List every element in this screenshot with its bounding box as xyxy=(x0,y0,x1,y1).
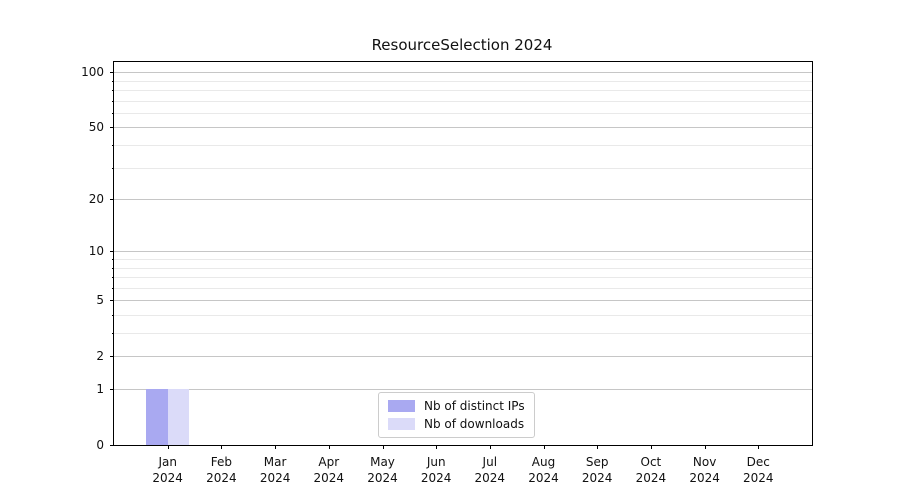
y-tick-label: 1 xyxy=(96,382,104,396)
legend-entry-downloads: Nb of downloads xyxy=(388,417,525,431)
y-minor-tick xyxy=(112,315,114,316)
bar-distinct-ips-jan xyxy=(146,389,168,445)
minor-gridline xyxy=(114,287,812,289)
x-tick xyxy=(382,445,384,449)
x-tick xyxy=(167,445,169,449)
minor-gridline xyxy=(114,100,812,102)
y-minor-tick xyxy=(112,167,114,169)
major-gridline xyxy=(114,199,812,201)
x-tick-label: Jun 2024 xyxy=(420,455,452,485)
x-tick xyxy=(489,445,491,449)
minor-gridline xyxy=(114,315,812,316)
plot-area: Nb of distinct IPs Nb of downloads 0 1 2 5 1… xyxy=(81,61,813,485)
legend-entry-distinct-ips: Nb of distinct IPs xyxy=(388,399,525,413)
x-tick xyxy=(597,445,599,449)
bar-downloads-jan xyxy=(167,389,190,445)
x-tick xyxy=(758,445,760,449)
y-tick-label: 2 xyxy=(96,349,104,364)
minor-gridline xyxy=(114,90,812,91)
y-tick xyxy=(110,127,114,129)
x-tick xyxy=(221,445,223,449)
minor-gridline xyxy=(114,167,812,169)
minor-gridline xyxy=(114,112,812,114)
y-tick xyxy=(110,445,114,446)
y-tick-label: 0 xyxy=(96,438,104,452)
y-tick-label: 20 xyxy=(88,192,104,207)
chart-title: ResourceSelection 2024 xyxy=(371,36,553,54)
x-tick xyxy=(543,445,545,449)
x-tick-label: Aug 2024 xyxy=(528,455,559,485)
major-gridline xyxy=(114,300,812,302)
x-tick-label: Dec 2024 xyxy=(743,455,774,485)
x-tick xyxy=(650,445,652,449)
y-minor-tick xyxy=(112,145,114,146)
y-tick xyxy=(110,356,114,358)
y-tick xyxy=(110,251,114,253)
x-tick-label: May 2024 xyxy=(367,455,398,485)
y-tick-label: 10 xyxy=(88,244,104,259)
y-minor-tick xyxy=(112,90,114,91)
major-gridline xyxy=(114,389,812,390)
y-tick-label: 50 xyxy=(88,120,104,135)
major-gridline xyxy=(114,127,812,129)
y-tick-label: 5 xyxy=(96,293,104,308)
y-minor-tick xyxy=(112,267,114,269)
minor-gridline xyxy=(114,259,812,260)
x-tick-label: Apr 2024 xyxy=(313,455,345,485)
y-minor-tick xyxy=(112,287,114,289)
x-tick xyxy=(328,445,330,449)
y-tick xyxy=(110,199,114,201)
x-tick xyxy=(704,445,706,449)
minor-gridline xyxy=(114,267,812,269)
y-minor-tick xyxy=(112,112,114,114)
y-minor-tick xyxy=(112,80,114,82)
minor-gridline xyxy=(114,145,812,146)
legend-label-distinct-ips: Nb of distinct IPs xyxy=(424,399,525,413)
x-tick xyxy=(436,445,438,449)
minor-gridline xyxy=(114,277,812,278)
y-tick xyxy=(110,389,114,390)
y-minor-tick xyxy=(112,100,114,102)
minor-gridline xyxy=(114,80,812,82)
y-tick xyxy=(110,72,114,74)
x-tick-label: Feb 2024 xyxy=(206,455,237,485)
y-tick-label: 100 xyxy=(81,65,104,80)
x-tick xyxy=(275,445,277,449)
legend-swatch-downloads xyxy=(388,418,415,430)
major-gridline xyxy=(114,251,812,253)
legend-label-downloads: Nb of downloads xyxy=(424,417,525,431)
x-tick-label: Jul 2024 xyxy=(474,455,506,485)
legend: Nb of distinct IPs Nb of downloads xyxy=(378,392,535,438)
x-tick-label: Sep 2024 xyxy=(581,455,613,485)
y-minor-tick xyxy=(112,277,114,278)
x-tick-label: Oct 2024 xyxy=(635,455,667,485)
y-minor-tick xyxy=(112,333,114,334)
major-gridline xyxy=(114,72,812,74)
x-tick-label: Nov 2024 xyxy=(689,455,720,485)
x-tick-label: Mar 2024 xyxy=(259,455,291,485)
legend-swatch-distinct-ips xyxy=(388,400,415,412)
major-gridline xyxy=(114,356,812,358)
x-tick-label: Jan 2024 xyxy=(152,455,183,485)
minor-gridline xyxy=(114,333,812,334)
y-minor-tick xyxy=(112,259,114,260)
y-tick xyxy=(110,300,114,302)
